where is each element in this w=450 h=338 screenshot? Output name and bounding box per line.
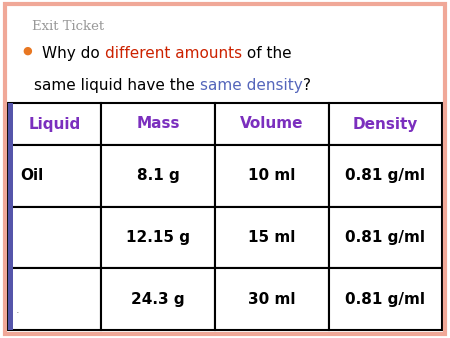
Text: 10 ml: 10 ml <box>248 168 296 183</box>
Bar <box>101 268 215 330</box>
Text: same density: same density <box>200 78 302 93</box>
Text: Oil: Oil <box>20 168 43 183</box>
Bar <box>101 103 215 145</box>
Text: same liquid have the: same liquid have the <box>34 78 200 93</box>
Text: 0.81 g/ml: 0.81 g/ml <box>345 292 425 307</box>
Text: 8.1 g: 8.1 g <box>137 168 180 183</box>
Text: 0.81 g/ml: 0.81 g/ml <box>345 230 425 245</box>
Text: Exit Ticket: Exit Ticket <box>32 20 104 33</box>
Text: Density: Density <box>353 117 418 131</box>
Bar <box>8 103 101 145</box>
Bar <box>329 207 442 268</box>
Bar <box>215 103 329 145</box>
Bar <box>329 103 442 145</box>
Bar <box>215 268 329 330</box>
Text: 12.15 g: 12.15 g <box>126 230 190 245</box>
Bar <box>215 207 329 268</box>
Text: 0.81 g/ml: 0.81 g/ml <box>345 168 425 183</box>
Text: Volume: Volume <box>240 117 304 131</box>
Text: 30 ml: 30 ml <box>248 292 296 307</box>
Text: of the: of the <box>242 46 292 61</box>
Bar <box>329 268 442 330</box>
Bar <box>8 268 101 330</box>
Bar <box>215 145 329 207</box>
Bar <box>329 145 442 207</box>
Text: Liquid: Liquid <box>28 117 81 131</box>
Text: ●: ● <box>22 46 32 56</box>
Text: 24.3 g: 24.3 g <box>131 292 185 307</box>
Text: different amounts: different amounts <box>104 46 242 61</box>
Bar <box>8 207 101 268</box>
Text: ·: · <box>16 308 20 318</box>
Bar <box>101 145 215 207</box>
Text: 15 ml: 15 ml <box>248 230 296 245</box>
Bar <box>101 207 215 268</box>
Text: Mass: Mass <box>136 117 180 131</box>
Text: ?: ? <box>302 78 310 93</box>
Text: Why do: Why do <box>42 46 104 61</box>
Bar <box>8 145 101 207</box>
Bar <box>8 103 13 330</box>
